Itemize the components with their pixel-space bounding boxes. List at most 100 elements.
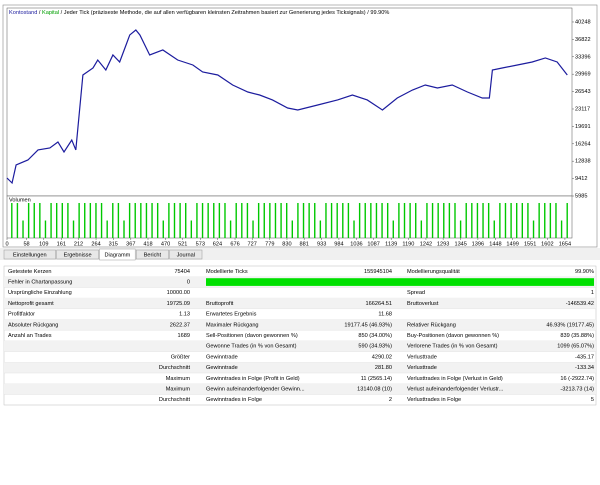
x-tick-label: 58 (23, 241, 29, 247)
quality-bar (206, 278, 594, 286)
cell-value: 155945104 (364, 269, 392, 275)
x-tick-label: 212 (74, 241, 83, 247)
cell-label: Absoluter Rückgang (8, 322, 58, 328)
x-tick-label: 315 (109, 241, 118, 247)
tab[interactable] (169, 249, 203, 260)
cell-value: 850 (34.00%) (358, 333, 392, 339)
x-tick-label: 1499 (506, 241, 518, 247)
tab[interactable] (99, 248, 136, 261)
cell-value: -146539.42 (566, 301, 594, 307)
cell-label: Gewinntrades in Folge (Profit in Geld) (206, 376, 300, 382)
cell-value: 11 (2565.14) (361, 376, 392, 382)
cell-label: Modellierungsqualität (407, 269, 460, 275)
plot-area (6, 7, 573, 197)
cell-value: 11.68 (378, 312, 392, 318)
cell-label: Verlusttrades in Folge (Verlust in Geld) (407, 376, 503, 382)
row-bg (4, 362, 596, 373)
cell-value: 1 (591, 290, 594, 296)
x-tick-label: 573 (196, 241, 205, 247)
cell-label: Bruttoverlust (407, 301, 439, 307)
cell-value: 99.90% (575, 269, 594, 275)
tab-label[interactable]: Ergebnisse (64, 252, 92, 258)
cell-label: Verlusttrades in Folge (407, 397, 461, 403)
x-tick-label: 1293 (437, 241, 449, 247)
tab[interactable] (135, 249, 169, 260)
header-quality: 99.90% (370, 10, 389, 16)
cell-value: 839 (35.88%) (560, 333, 594, 339)
chart-header: Kontostand / Kapital / Jeder Tick (präzi… (9, 10, 389, 16)
x-tick-label: 933 (317, 241, 326, 247)
cell-value: 16 (-2922.74) (560, 376, 594, 382)
cell-label: Modellierte Ticks (206, 269, 248, 275)
cell-value: 0 (187, 280, 190, 286)
separator: / (59, 10, 64, 16)
x-tick-label: 676 (230, 241, 239, 247)
cell-value: 19177.45 (46.93%) (344, 322, 392, 328)
cell-label: Spread (407, 290, 425, 296)
cell-label: Gewinntrades in Folge (206, 397, 262, 403)
cell-value: 1689 (178, 333, 190, 339)
cell-value: 5 (591, 397, 594, 403)
cell-value: 19725.09 (167, 301, 190, 307)
tab-label[interactable]: Journal (177, 252, 195, 258)
tab-label[interactable]: Diagramm (104, 252, 130, 258)
x-tick-label: 1139 (385, 241, 397, 247)
cell-label: Gewinntrade (206, 354, 238, 360)
cell-value: Durchschnitt (159, 365, 191, 371)
y-tick-label: 19691 (575, 124, 591, 130)
row-bg (4, 340, 596, 352)
x-tick-label: 881 (300, 241, 309, 247)
cell-value: 281.80 (375, 365, 392, 371)
cell-label: Relativer Rückgang (407, 322, 456, 328)
volume-area (6, 195, 573, 239)
cell-label: Gewinn aufeinanderfolgender Gewinn... (206, 387, 305, 393)
cell-value: -3213.73 (14) (560, 387, 594, 393)
header-model: Jeder Tick (präziseste Methode, die auf … (64, 10, 366, 16)
cell-value: 166264.51 (366, 301, 392, 307)
x-tick-label: 1602 (541, 241, 553, 247)
tab-label[interactable]: Bericht (144, 252, 162, 258)
x-tick-label: 367 (126, 241, 135, 247)
cell-value: 13140.08 (10) (357, 387, 392, 393)
tab[interactable] (56, 249, 99, 260)
cell-label: Ursprüngliche Einzahlung (8, 290, 72, 296)
cell-label: Anzahl an Trades (8, 333, 52, 339)
cell-label: Maximaler Rückgang (206, 322, 259, 328)
y-tick-label: 40248 (575, 19, 591, 25)
x-tick-label: 521 (178, 241, 187, 247)
separator: / (366, 10, 371, 16)
x-tick-label: 1448 (489, 241, 501, 247)
cell-value: 590 (34.93%) (358, 344, 392, 350)
y-tick-label: 23117 (575, 106, 590, 112)
cell-label: Sell-Positionen (davon gewonnen %) (206, 333, 298, 339)
tab[interactable] (3, 249, 56, 260)
row-bg (4, 298, 596, 309)
y-tick-label: 9412 (575, 176, 587, 182)
tab-label[interactable]: Einstellungen (13, 252, 47, 258)
x-tick-label: 161 (57, 241, 66, 247)
balance-line (6, 29, 568, 185)
y-tick-label: 29969 (575, 72, 591, 78)
cell-value: 1099 (65.07%) (557, 344, 594, 350)
cell-value: Maximum (166, 376, 191, 382)
cell-label: Bruttoprofit (206, 301, 234, 307)
cell-value: 1.13 (179, 312, 190, 318)
x-tick-label: 1551 (524, 241, 536, 247)
x-tick-label: 1654 (559, 241, 571, 247)
y-tick-label: 12838 (575, 159, 591, 165)
x-tick-label: 624 (213, 241, 222, 247)
cell-label: Gewonne Trades (in % von Gesamt) (206, 344, 297, 350)
cell-label: Verlusttrade (407, 365, 437, 371)
cell-label: Gewinntrade (206, 365, 238, 371)
x-tick-label: 1190 (402, 241, 414, 247)
cell-label: Fehler in Chartanpassung (8, 280, 72, 286)
y-tick-label: 33396 (575, 54, 591, 60)
x-tick-label: 1345 (454, 241, 466, 247)
y-tick-label: 5985 (575, 193, 587, 199)
x-tick-label: 0 (5, 241, 8, 247)
x-tick-label: 1036 (350, 241, 362, 247)
header-equity: Kapital (42, 10, 59, 16)
cell-label: Nettoprofit gesamt (8, 301, 54, 307)
cell-label: Erwartetes Ergebnis (206, 312, 257, 318)
